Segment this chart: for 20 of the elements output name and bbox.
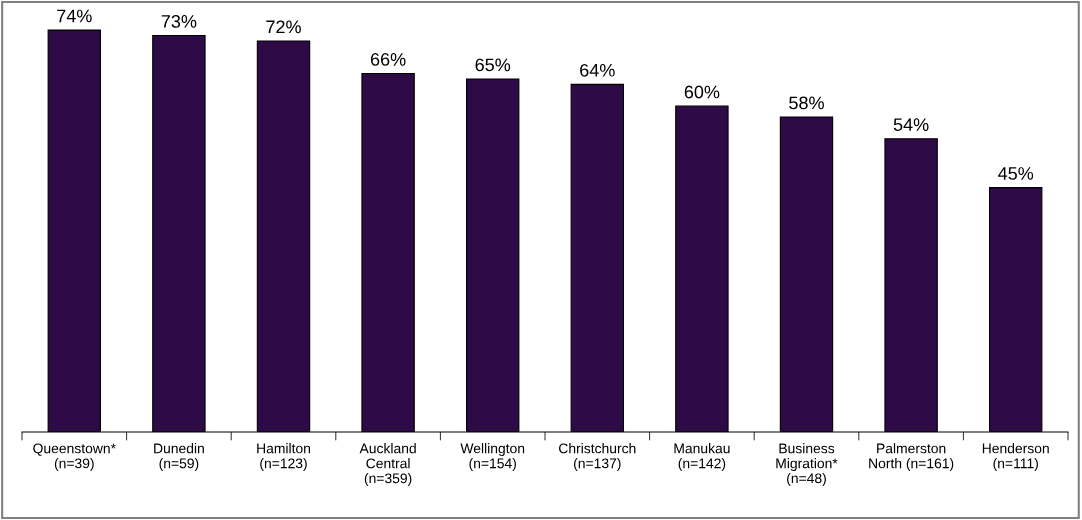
x-tick-label: Queenstown* (n=39): [33, 443, 116, 472]
x-tick-label: Henderson (n=111): [982, 443, 1049, 472]
x-tick-label: Manukau (n=142): [674, 443, 730, 472]
data-label: 54%: [893, 118, 929, 131]
data-label: 72%: [266, 20, 301, 34]
data-label: 64%: [580, 63, 615, 77]
x-tick-label: Wellington (n=154): [460, 443, 525, 472]
data-label: 74%: [57, 9, 92, 23]
x-tick-label: Dunedin (n=59): [154, 443, 204, 472]
data-label: 58%: [789, 96, 824, 110]
data-label: 66%: [370, 53, 406, 66]
data-label: 60%: [684, 85, 720, 99]
x-tick-label: Hamilton (n=123): [257, 443, 310, 472]
x-tick-label: Auckland Central (n=359): [359, 443, 416, 486]
x-tick-label: Christchurch (n=137): [559, 443, 636, 472]
data-label: 73%: [161, 15, 197, 28]
data-label: 65%: [475, 58, 511, 72]
data-label: 45%: [998, 167, 1034, 180]
x-tick-label: Palmerston North (n=161): [869, 443, 954, 472]
x-tick-label: Business Migration* (n=48): [776, 443, 838, 486]
